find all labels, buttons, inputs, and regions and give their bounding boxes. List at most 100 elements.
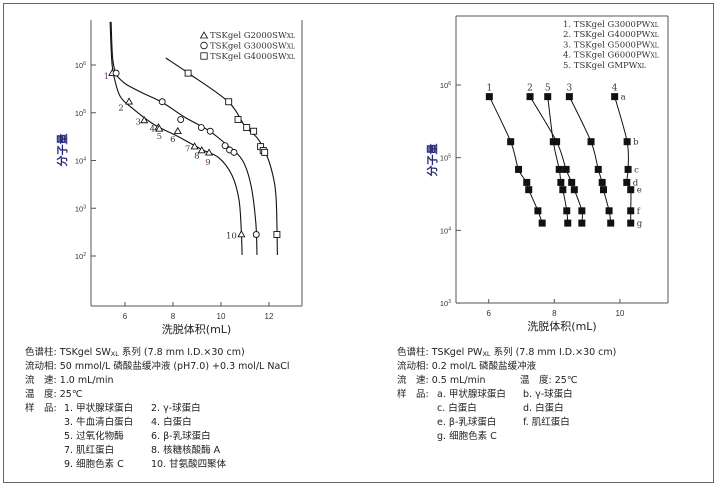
square-marker bbox=[515, 165, 523, 173]
y-tick-label: 105 bbox=[440, 154, 451, 163]
fit-curve bbox=[109, 21, 243, 256]
x-tick-label: 12 bbox=[265, 312, 274, 321]
sample-item: 8. 核糖核酸酶 A bbox=[151, 445, 221, 456]
right-column-line: 色谱柱: TSKgel PWXL 系列 (7.8 mm I.D.×30 cm) bbox=[397, 347, 616, 360]
triangle-marker bbox=[197, 146, 206, 154]
series-number-label: 5 bbox=[545, 84, 551, 94]
left-mobile-line: 流动相: 50 mmol/L 磷酸盐缓冲液 (pH7.0) +0.3 mol/L… bbox=[25, 361, 290, 373]
y-axis-label: 分子量 bbox=[425, 144, 439, 177]
circle-marker bbox=[252, 231, 260, 238]
square-marker bbox=[578, 207, 586, 215]
square-marker bbox=[273, 231, 281, 238]
triangle-marker bbox=[140, 116, 149, 124]
point-label: 3 bbox=[135, 117, 140, 127]
value: TSKgel SW bbox=[59, 347, 111, 358]
circle-marker bbox=[230, 148, 238, 156]
left-column-line: 色谱柱: TSKgel SWXL 系列 (7.8 mm I.D.×30 cm) bbox=[25, 347, 245, 360]
x-tick-label: 8 bbox=[171, 312, 176, 321]
square-marker bbox=[623, 178, 631, 186]
square-marker bbox=[563, 207, 571, 215]
sample-point-label: c bbox=[634, 165, 639, 175]
square-marker bbox=[485, 93, 493, 101]
square-marker bbox=[234, 116, 242, 124]
square-marker bbox=[564, 219, 572, 227]
y-tick-label: 106 bbox=[75, 61, 86, 70]
sample-item: 6. β-乳球蛋白 bbox=[151, 431, 211, 442]
x-axis-label: 洗脱体积(mL) bbox=[162, 322, 231, 336]
sample-item: 9. 细胞色素 C bbox=[64, 459, 124, 470]
sample-item: 10. 甘氨酸四聚体 bbox=[151, 459, 227, 470]
value: 25℃ bbox=[59, 389, 83, 400]
square-marker bbox=[605, 207, 613, 215]
square-marker bbox=[611, 93, 619, 101]
triangle-marker bbox=[125, 97, 134, 105]
legend-entry: 3. TSKgel G5000PWXL bbox=[563, 40, 659, 50]
point-label: 4 bbox=[150, 125, 155, 135]
square-marker bbox=[555, 165, 563, 173]
square-marker bbox=[624, 165, 632, 173]
triangle-marker bbox=[237, 230, 246, 238]
triangle-marker bbox=[204, 148, 214, 156]
sample-item: g. 细胞色素 C bbox=[437, 431, 497, 442]
sample-item: c. 白蛋白 bbox=[437, 403, 477, 414]
label: 色谱柱: bbox=[397, 347, 429, 358]
sample-item: f. 肌红蛋白 bbox=[523, 417, 570, 428]
y-tick-label: 105 bbox=[75, 109, 86, 118]
square-marker bbox=[507, 138, 515, 146]
point-label: 8 bbox=[194, 151, 199, 161]
circle-marker bbox=[158, 98, 166, 106]
value-rest: 系列 (7.8 mm I.D.×30 cm) bbox=[118, 347, 245, 358]
square-marker bbox=[562, 165, 570, 173]
right-temp-line: 温 度: 25℃ bbox=[520, 375, 578, 387]
square-marker bbox=[627, 219, 635, 227]
label: 温 度: bbox=[25, 389, 57, 400]
square-marker bbox=[623, 138, 631, 146]
right-flow-line: 流 速: 0.5 mL/min bbox=[397, 375, 486, 387]
left-flow-line: 流 速: 1.0 mL/min bbox=[25, 375, 114, 387]
y-tick-label: 103 bbox=[440, 299, 451, 308]
square-marker bbox=[184, 69, 192, 77]
square-marker bbox=[570, 186, 578, 194]
square-marker bbox=[594, 165, 602, 173]
value-rest: 系列 (7.8 mm I.D.×30 cm) bbox=[490, 347, 617, 358]
square-marker bbox=[250, 127, 258, 135]
label: 流动相: bbox=[397, 361, 429, 372]
subscript: XL bbox=[482, 350, 491, 358]
circle-marker bbox=[112, 69, 120, 77]
sample-item: a. 甲状腺球蛋白 bbox=[437, 389, 506, 400]
fit-curve bbox=[165, 57, 278, 256]
legend-entry: 1. TSKgel G3000PWXL bbox=[563, 20, 659, 30]
circle-marker bbox=[206, 127, 214, 135]
value: 50 mmol/L 磷酸盐缓冲液 (pH7.0) +0.3 mol/L NaCl bbox=[59, 361, 290, 372]
square-marker bbox=[559, 186, 567, 194]
right-mobile-line: 流动相: 0.2 mol/L 磷酸盐缓冲液 bbox=[397, 361, 536, 373]
sample-item: 7. 肌红蛋白 bbox=[64, 445, 115, 456]
point-label: 5 bbox=[157, 132, 162, 142]
left-temp-line: 温 度: 25℃ bbox=[25, 389, 83, 401]
square-marker bbox=[568, 178, 576, 186]
square-marker bbox=[523, 178, 531, 186]
point-label: 7 bbox=[185, 145, 190, 155]
y-tick-label: 104 bbox=[440, 226, 451, 235]
legend-square-icon bbox=[200, 52, 208, 60]
sample-point-label: d bbox=[633, 178, 639, 188]
square-marker bbox=[538, 219, 546, 227]
y-tick-label: 103 bbox=[75, 204, 86, 213]
series-line bbox=[547, 96, 569, 224]
square-marker bbox=[243, 124, 251, 131]
point-label: 9 bbox=[205, 158, 210, 168]
series-line bbox=[529, 96, 583, 224]
point-label: 6 bbox=[170, 135, 175, 145]
y-axis-label: 分子量 bbox=[55, 134, 69, 167]
value: 0.2 mol/L 磷酸盐缓冲液 bbox=[431, 361, 537, 372]
value: 25℃ bbox=[554, 375, 578, 386]
triangle-marker bbox=[155, 124, 164, 132]
sample-item: 5. 过氧化物酶 bbox=[64, 431, 124, 442]
square-marker bbox=[607, 219, 615, 227]
point-label: 10 bbox=[226, 232, 237, 242]
series-number-label: 3 bbox=[567, 84, 573, 94]
triangle-marker bbox=[190, 142, 199, 150]
value: 1.0 mL/min bbox=[59, 375, 114, 386]
